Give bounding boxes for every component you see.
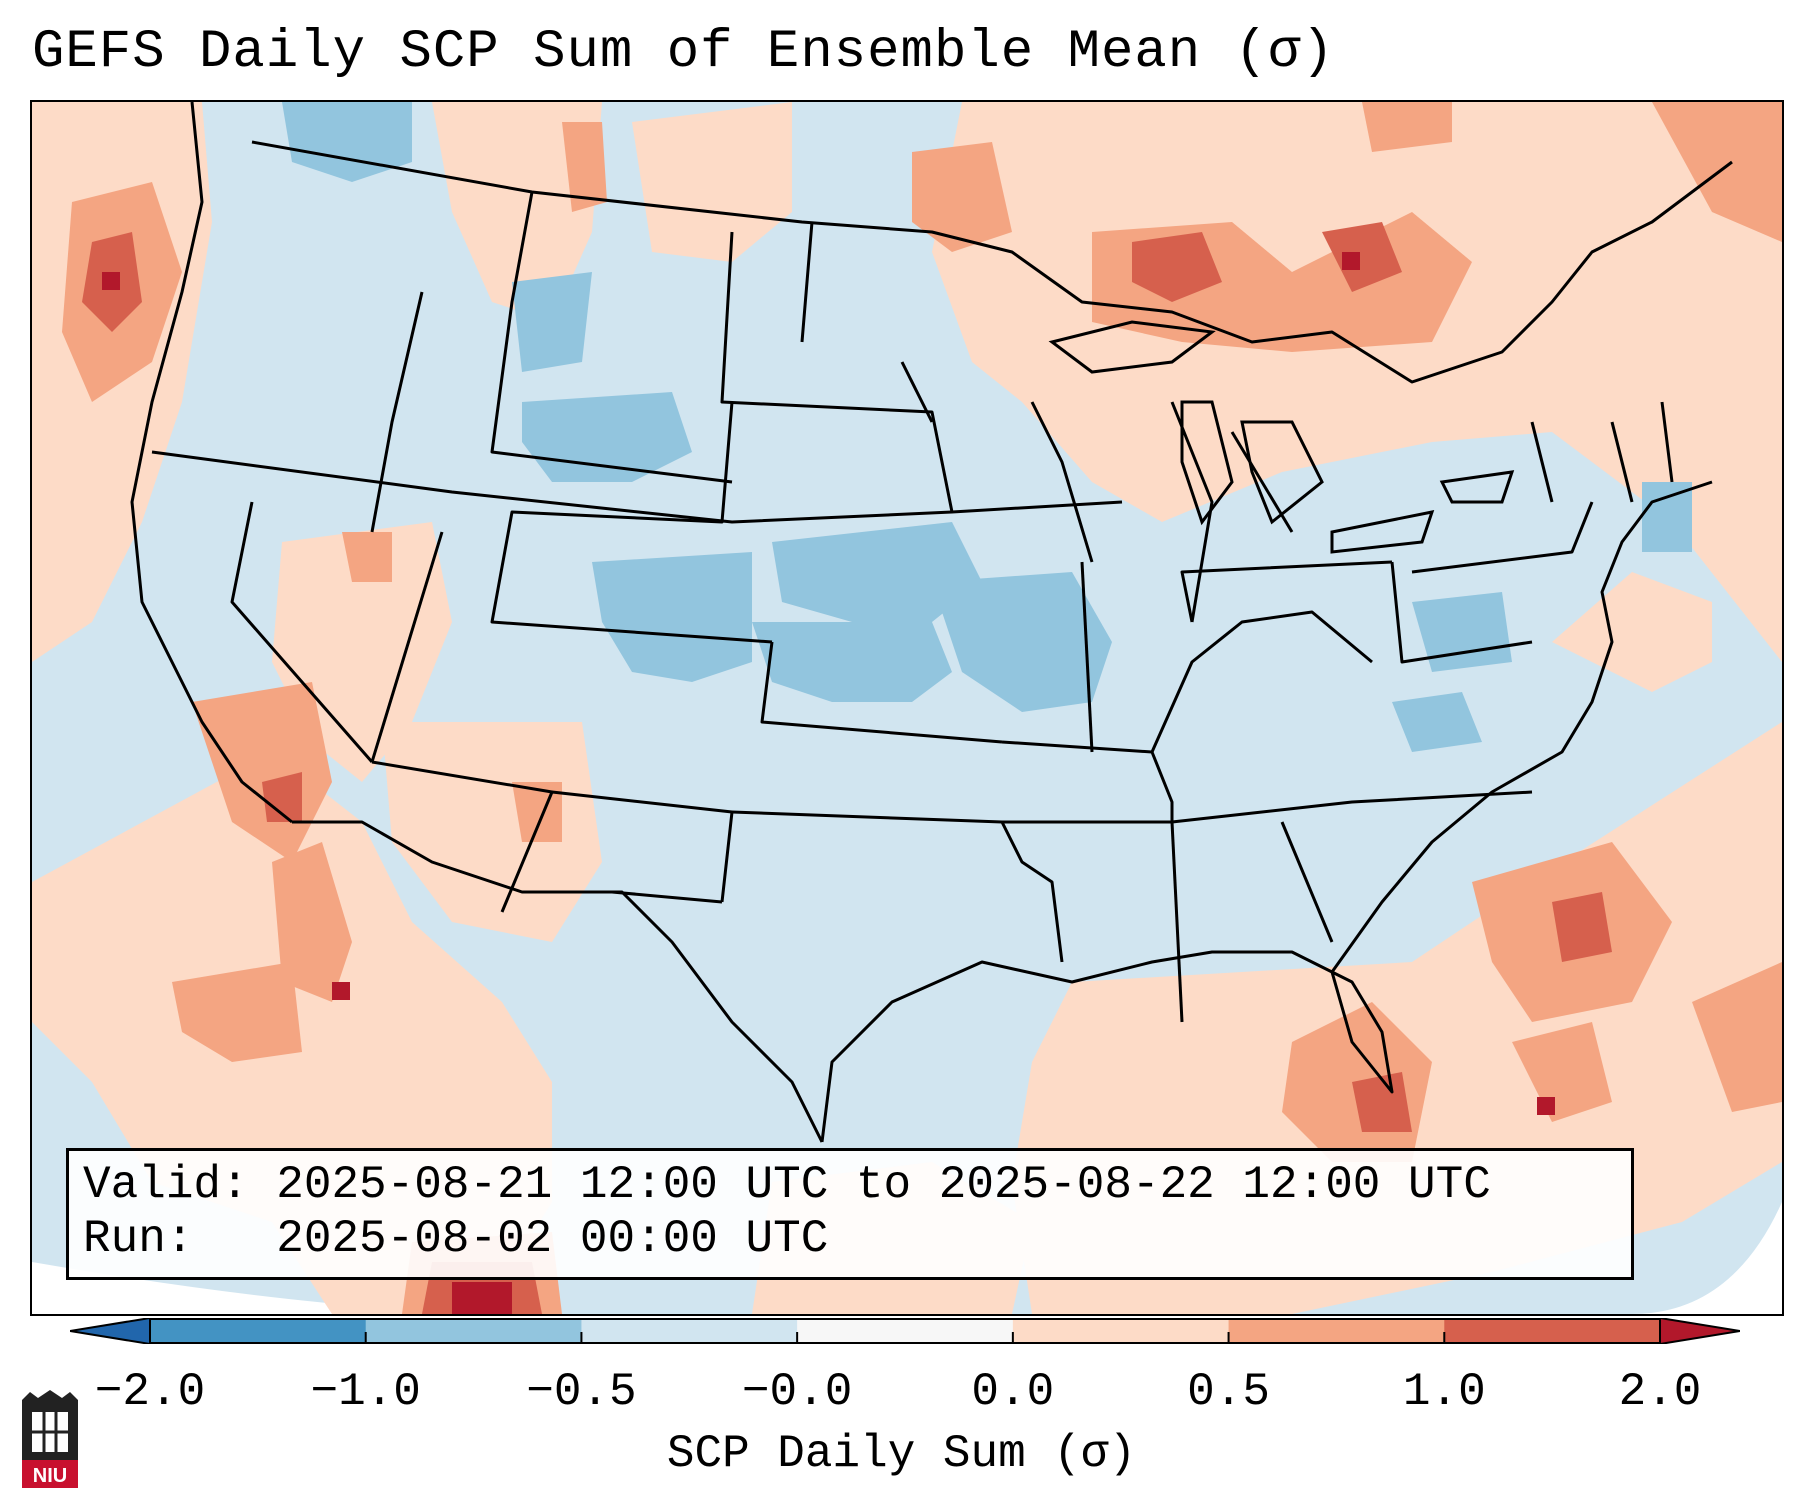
- colorbar-under-triangle: [70, 1318, 151, 1344]
- run-time-text: Run: 2025-08-02 00:00 UTC: [83, 1213, 829, 1265]
- colorbar-tick-label: −1.0: [310, 1366, 421, 1418]
- niu-logo: NIU: [22, 1390, 78, 1488]
- colorbar-tick-label: −2.0: [94, 1366, 206, 1418]
- projection-edge-left: [32, 1262, 532, 1314]
- state-boundaries: [130, 102, 1733, 1143]
- colorbar-tick-label: 0.0: [971, 1366, 1055, 1418]
- colorbar-over-triangle: [1659, 1318, 1740, 1344]
- map-panel: [30, 100, 1784, 1316]
- info-box: Valid: 2025-08-21 12:00 UTC to 2025-08-2…: [66, 1148, 1634, 1280]
- niu-logo-text: NIU: [33, 1465, 67, 1487]
- projection-edge-right: [1632, 1202, 1782, 1314]
- colorbar-segments: [150, 1319, 1661, 1343]
- colorbar-label: SCP Daily Sum (σ): [666, 1428, 1137, 1480]
- gulf-coast: [820, 480, 1713, 1143]
- colorbar-tick-label: 2.0: [1618, 1366, 1702, 1418]
- great-lakes: [1048, 320, 1515, 554]
- colorbar: [70, 1318, 1740, 1344]
- colorbar-tick-label: −0.0: [741, 1366, 853, 1418]
- colorbar-ticks: [149, 1332, 1661, 1344]
- colorbar-segment: [365, 1319, 582, 1343]
- map-canvas: [32, 102, 1782, 1314]
- colorbar-segment: [1444, 1319, 1661, 1343]
- us-canada-border: [251, 140, 1733, 384]
- us-west-coast: [130, 102, 293, 824]
- map-title: GEFS Daily SCP Sum of Ensemble Mean (σ): [32, 22, 1335, 83]
- colorbar-tick-label: −0.5: [526, 1366, 637, 1418]
- colorbar-segment: [1228, 1319, 1445, 1343]
- colorbar-tick-label: 1.0: [1402, 1366, 1486, 1418]
- colorbar-segment: [581, 1319, 798, 1343]
- valid-time-text: Valid: 2025-08-21 12:00 UTC to 2025-08-2…: [83, 1159, 1491, 1211]
- colorbar-outline: [149, 1318, 1661, 1344]
- colorbar-segment: [150, 1319, 367, 1343]
- anomaly-positive-max: [102, 252, 1555, 1314]
- colorbar-segment: [797, 1319, 1014, 1343]
- colorbar-segment: [1012, 1319, 1230, 1343]
- colorbar-tick-label: 0.5: [1187, 1366, 1270, 1418]
- anomaly-negative: [282, 102, 1692, 752]
